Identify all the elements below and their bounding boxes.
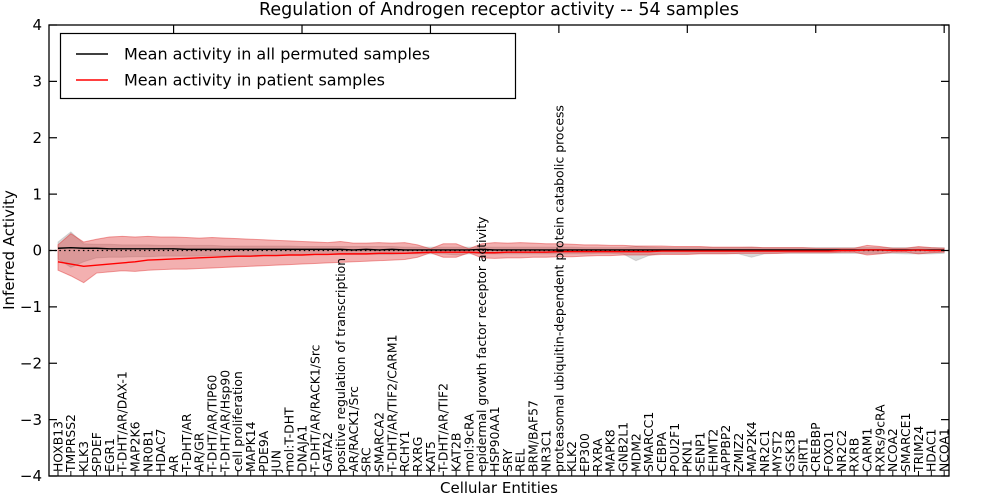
- x-tick-label: HOXB13: [50, 421, 65, 472]
- x-tick-label: REL: [513, 449, 528, 472]
- x-tick-label: HDAC1: [924, 429, 939, 472]
- y-tick-label: 1: [32, 185, 42, 203]
- x-tick-label: T-DHT/AR/TIF2: [436, 383, 451, 473]
- x-tick-label: mol:9cRA: [461, 413, 476, 472]
- x-tick-label: NCOA2: [885, 428, 900, 472]
- x-tick-label: FOXO1: [821, 431, 836, 472]
- y-tick-label: 3: [32, 73, 42, 91]
- x-tick-label: KAT2B: [449, 433, 464, 472]
- x-tick-label: AR/RACK1/Src: [346, 386, 361, 472]
- x-tick-label: RXRA: [590, 438, 605, 472]
- x-tick-label: SIRT1: [795, 437, 810, 472]
- x-tick-label: GNB2L1: [615, 422, 630, 472]
- x-tick-label: RCHY1: [397, 431, 412, 472]
- x-tick-label: positive regulation of transcription: [333, 258, 348, 472]
- patient-samples-range-band: [57, 232, 945, 284]
- x-tick-label: SMARCC1: [641, 412, 656, 472]
- x-tick-label: T-DHT/AR/RACK1/Src: [307, 344, 322, 473]
- x-tick-label: GSK3B: [782, 430, 797, 472]
- x-tick-label: TRIM24: [911, 426, 926, 473]
- x-tick-label: MAPK8: [603, 429, 618, 472]
- x-tick-label: CARM1: [860, 428, 875, 472]
- x-tick-label: proteasomal ubiquitin-dependent protein …: [551, 105, 566, 472]
- x-tick-label: RXRs/9cRA: [872, 404, 887, 472]
- x-tick-label: cell proliferation: [230, 371, 245, 472]
- x-tick-label: ZMIZ2: [731, 433, 746, 472]
- y-tick-label: −3: [20, 411, 42, 429]
- x-tick-label: NR0B1: [140, 430, 155, 472]
- x-tick-label: T-DHT/AR/Hsp90: [217, 370, 232, 473]
- x-tick-label: AR: [166, 455, 181, 472]
- x-tick-label: HSP90AA1: [487, 406, 502, 472]
- y-axis-label: Inferred Activity: [0, 190, 18, 310]
- x-tick-label: SENP1: [693, 432, 708, 472]
- x-tick-label: BRM/BAF57: [526, 400, 541, 472]
- x-tick-label: MAP2K6: [127, 421, 142, 472]
- x-tick-label: EGR1: [102, 438, 117, 472]
- x-tick-label: MDM2: [628, 433, 643, 472]
- x-tick-label: mol:T-DHT: [282, 407, 297, 472]
- x-tick-label: epidermal growth factor receptor activit…: [474, 216, 489, 472]
- series-lines: [50, 246, 948, 267]
- x-tick-label: JUN: [269, 450, 284, 473]
- x-tick-label: AR/GR: [192, 432, 207, 472]
- x-tick-label: SMARCE1: [898, 413, 913, 472]
- x-tick-label: NR3C1: [538, 430, 553, 472]
- x-tick-label: MAP2K4: [744, 421, 759, 472]
- x-tick-label: SMARCA2: [371, 412, 386, 472]
- x-tick-label: KAT5: [423, 441, 438, 472]
- x-tick-label: RXRB: [847, 438, 862, 472]
- y-tick-label: −2: [20, 354, 42, 372]
- x-tick-label: KLK3: [76, 441, 91, 472]
- x-tick-label: NCOA1: [937, 428, 952, 472]
- x-tick-label: SRY: [500, 448, 515, 472]
- permuted-mean-line: [57, 246, 945, 251]
- y-tick-label: 2: [32, 129, 42, 147]
- y-tick-labels: −4 −3 −2 −1 0 1 2 3 4: [20, 16, 42, 485]
- x-tick-label: NR2C2: [834, 430, 849, 472]
- x-tick-label: T-DHT/AR: [179, 413, 194, 473]
- x-tick-label: PKN1: [680, 439, 695, 472]
- x-tick-label: T-DHT/AR/TIF2/CARM1: [384, 335, 399, 473]
- x-tick-label: NR2C1: [757, 430, 772, 472]
- x-tick-label: HDAC7: [153, 429, 168, 472]
- axes-frame-and-ticks: [48, 24, 950, 477]
- x-axis-label: Cellular Entities: [440, 479, 558, 497]
- x-tick-label: SRC: [359, 447, 374, 472]
- legend-patient-label: Mean activity in patient samples: [124, 71, 385, 90]
- legend-box: [59, 32, 517, 100]
- x-tick-label: MYST2: [770, 430, 785, 472]
- patient-mean-line: [57, 249, 945, 267]
- y-tick-label: −4: [20, 467, 42, 485]
- legend-permuted-label: Mean activity in all permuted samples: [124, 45, 430, 64]
- y-tick-label: 0: [32, 242, 42, 260]
- chart-title: Regulation of Androgen receptor activity…: [259, 0, 739, 20]
- legend: Mean activity in all permuted samples Me…: [59, 32, 517, 100]
- x-tick-label: T-DHT/AR/TIP60: [205, 375, 220, 473]
- x-tick-label: SPDEF: [89, 432, 104, 472]
- y-tick-label: −1: [20, 298, 42, 316]
- x-tick-label: EP300: [577, 433, 592, 472]
- x-tick-label: CEBPA: [654, 431, 669, 472]
- x-tick-label: T-DHT/AR/DAX-1: [115, 371, 130, 473]
- x-tick-label: TMPRSS2: [63, 414, 78, 473]
- x-tick-label: PDE9A: [256, 430, 271, 472]
- x-tick-label: CREBBP: [808, 422, 823, 472]
- y-tick-label: 4: [32, 16, 42, 34]
- x-tick-label: DNAJA1: [294, 425, 309, 472]
- x-tick-label: APPBP2: [718, 425, 733, 472]
- x-tick-label: EHMT2: [705, 429, 720, 472]
- x-tick-labels: HOXB13TMPRSS2KLK3SPDEFEGR1T-DHT/AR/DAX-1…: [50, 105, 951, 473]
- x-tick-label: RXRG: [410, 437, 425, 472]
- x-tick-label: GATA2: [320, 432, 335, 472]
- x-tick-label: KLK2: [564, 441, 579, 472]
- x-tick-label: POU2F1: [667, 423, 682, 472]
- x-tick-label: MAPK14: [243, 421, 258, 472]
